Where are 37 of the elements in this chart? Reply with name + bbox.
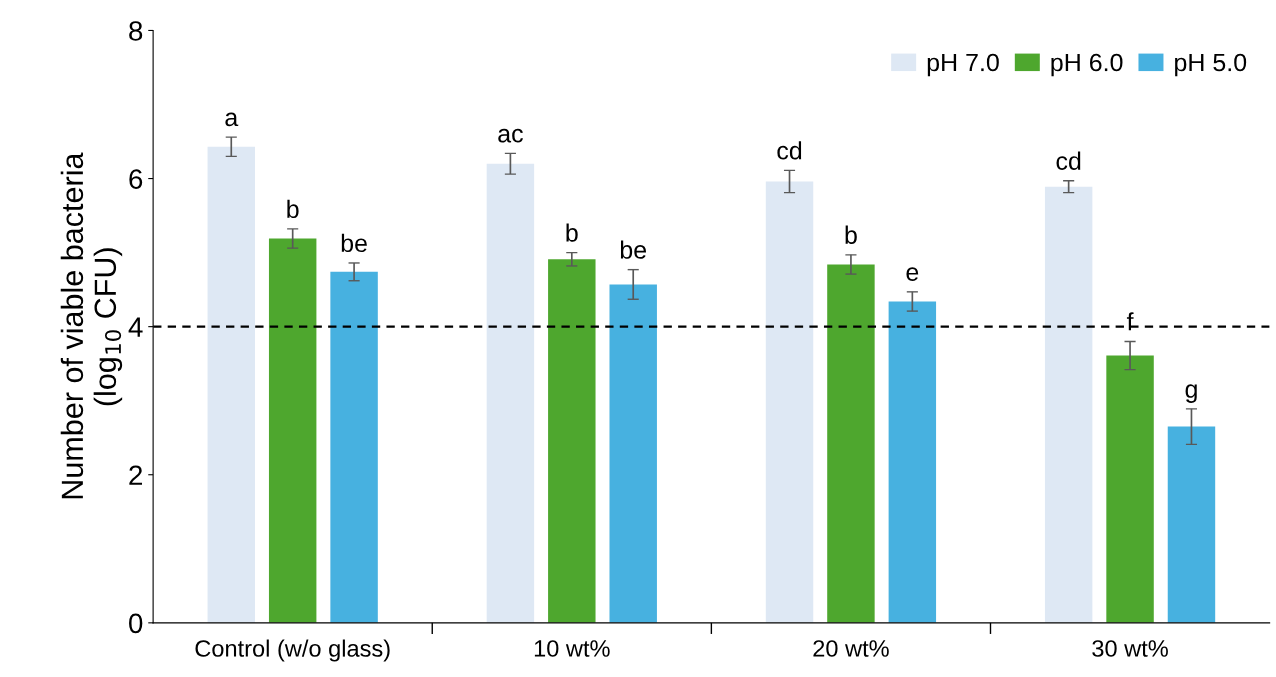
- bar: [207, 146, 255, 623]
- data-label: be: [620, 240, 647, 259]
- bar: [268, 238, 317, 623]
- y-tick-label: 0: [129, 613, 143, 634]
- x-tick-label: 30 wt%: [1092, 640, 1168, 657]
- data-label: g: [1185, 384, 1197, 403]
- legend-label: pH 6.0: [1051, 53, 1123, 77]
- y-tick-label: 6: [129, 169, 143, 189]
- y-tick-label: 8: [129, 21, 143, 41]
- bar: [330, 271, 378, 623]
- data-label: ac: [498, 128, 523, 143]
- data-label: a: [225, 112, 239, 127]
- y-tick-label: 4: [128, 317, 143, 337]
- data-label: b: [566, 223, 578, 242]
- bar: [888, 301, 937, 623]
- bar: [548, 259, 596, 623]
- bar: [1044, 186, 1093, 623]
- bar: [1106, 355, 1154, 623]
- y-tick-label: 2: [129, 465, 142, 485]
- bar: [609, 284, 657, 623]
- data-label: cd: [777, 141, 802, 160]
- bar: [486, 163, 535, 623]
- x-tick-label: 20 wt%: [813, 640, 889, 657]
- data-label: cd: [1056, 151, 1081, 170]
- data-label: e: [906, 267, 919, 281]
- data-label: f: [1126, 312, 1134, 331]
- x-tick-label: 10 wt%: [534, 640, 610, 657]
- y-axis-title: Number of viable bacteria (log$_{10}$ CFU): [60, 152, 123, 499]
- bar: [1167, 426, 1216, 623]
- legend-label: pH 5.0: [1175, 53, 1247, 77]
- data-label: be: [341, 233, 367, 253]
- legend-label: pH 7.0: [927, 53, 999, 77]
- bar: [827, 264, 875, 623]
- data-label: b: [287, 199, 299, 219]
- x-tick-label: Control (w/o glass): [195, 639, 390, 662]
- data-label: b: [845, 225, 857, 244]
- bar: [765, 181, 814, 623]
